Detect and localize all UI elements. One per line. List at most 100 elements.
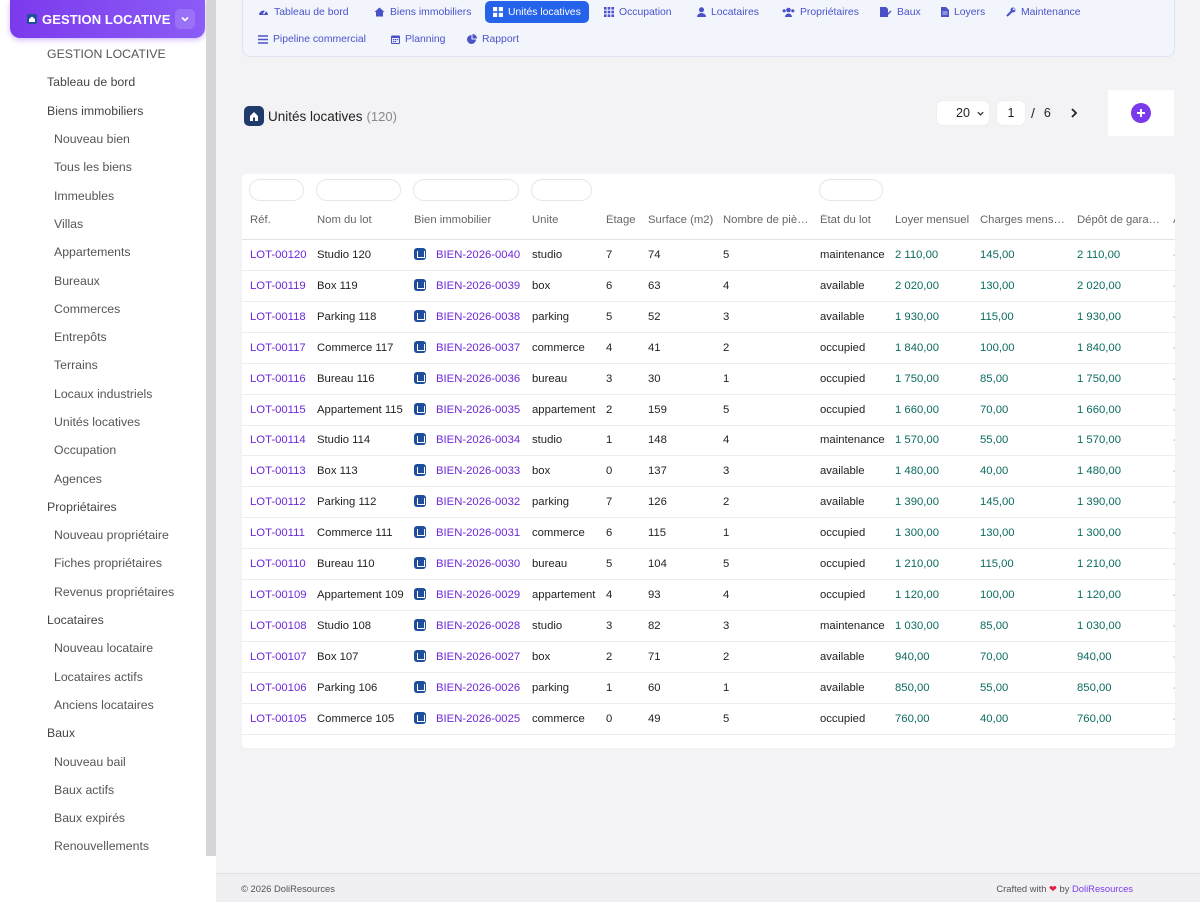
ref-link[interactable]: LOT-00119 <box>250 271 306 302</box>
sidebar-item-anciens-locataires[interactable]: Anciens locataires <box>0 691 206 719</box>
sidebar-item-occupation[interactable]: Occupation <box>0 436 206 464</box>
column-header[interactable]: Charges mensuelles <box>980 214 1066 226</box>
property-link[interactable]: BIEN-2026-0033 <box>414 456 520 487</box>
property-link[interactable]: BIEN-2026-0035 <box>414 395 520 426</box>
tab-tableau-de-bord[interactable]: Tableau de bord <box>258 1 349 23</box>
property-link[interactable]: BIEN-2026-0027 <box>414 642 520 673</box>
row-actions[interactable]: - <box>1173 580 1175 611</box>
sidebar-item-entrepots[interactable]: Entrepôts <box>0 323 206 351</box>
row-actions[interactable]: - <box>1173 364 1175 395</box>
sidebar-item-terrains[interactable]: Terrains <box>0 351 206 379</box>
row-actions[interactable]: - <box>1173 611 1175 642</box>
ref-link[interactable]: LOT-00115 <box>250 395 306 426</box>
sidebar-item-nouveau-bien[interactable]: Nouveau bien <box>0 125 206 153</box>
table-row[interactable]: LOT-00119 Box 119 BIEN-2026-0039 box 6 63 4 ava… <box>242 271 1175 302</box>
column-header[interactable]: Actions <box>1173 214 1175 226</box>
sidebar-item-tous-les-biens[interactable]: Tous les biens <box>0 153 206 181</box>
chevron-down-icon[interactable] <box>175 9 195 29</box>
table-row[interactable]: LOT-00113 Box 113 BIEN-2026-0033 box 0 137 3 av… <box>242 456 1175 488</box>
sidebar-item-villas[interactable]: Villas <box>0 210 206 238</box>
per-page-select[interactable]: 20 <box>937 101 989 125</box>
column-header[interactable]: Nom du lot <box>317 214 372 226</box>
ref-link[interactable]: LOT-00118 <box>250 302 306 333</box>
tab-locataires[interactable]: Locataires <box>697 1 759 23</box>
tab-pipeline-commercial[interactable]: Pipeline commercial <box>258 28 366 50</box>
ref-link[interactable]: LOT-00109 <box>250 580 307 611</box>
table-row[interactable]: LOT-00111 Commerce 111 BIEN-2026-0031 comme… <box>242 518 1175 550</box>
sidebar-item-locaux-industriels[interactable]: Locaux industriels <box>0 380 206 408</box>
property-link[interactable]: BIEN-2026-0030 <box>414 549 520 580</box>
table-row[interactable]: LOT-00118 Parking 118 BIEN-2026-0038 parkin… <box>242 302 1175 333</box>
row-actions[interactable]: - <box>1173 549 1175 580</box>
row-actions[interactable]: - <box>1173 271 1175 302</box>
column-header[interactable]: Surface (m2) <box>648 214 714 226</box>
chevron-right-icon[interactable] <box>1069 107 1079 119</box>
table-row[interactable]: LOT-00105 Commerce 105 BIEN-2026-0025 comme… <box>242 704 1175 735</box>
row-actions[interactable]: - <box>1173 240 1175 271</box>
table-row[interactable]: LOT-00115 Appartement 115 BIEN-2026-0035 ap… <box>242 395 1175 426</box>
tab-baux[interactable]: Baux <box>880 1 921 23</box>
property-link[interactable]: BIEN-2026-0039 <box>414 271 520 302</box>
sidebar-item-nouveau-bail[interactable]: Nouveau bail <box>0 747 206 775</box>
add-unit-button[interactable] <box>1108 90 1174 136</box>
tab-loyers[interactable]: Loyers <box>941 1 985 23</box>
property-link[interactable]: BIEN-2026-0032 <box>414 487 520 518</box>
property-link[interactable]: BIEN-2026-0025 <box>414 704 520 735</box>
sidebar-item-baux-actifs[interactable]: Baux actifs <box>0 776 206 804</box>
table-row[interactable]: LOT-00108 Studio 108 BIEN-2026-0028 studio 3… <box>242 611 1175 642</box>
sidebar-item-renouvellements[interactable]: Renouvellements <box>0 832 206 856</box>
row-actions[interactable]: - <box>1173 425 1175 456</box>
property-link[interactable]: BIEN-2026-0026 <box>414 673 520 704</box>
tab-occupation[interactable]: Occupation <box>604 1 672 23</box>
sidebar-item-biens-immobiliers[interactable]: Biens immobiliers <box>0 97 206 125</box>
table-row[interactable]: LOT-00117 Commerce 117 BIEN-2026-0037 comme… <box>242 333 1175 364</box>
sidebar-item-appartements[interactable]: Appartements <box>0 238 206 266</box>
column-header[interactable]: Réf. <box>250 214 271 226</box>
table-row[interactable]: LOT-00106 Parking 106 BIEN-2026-0026 parkin… <box>242 673 1175 704</box>
table-row[interactable]: LOT-00110 Bureau 110 BIEN-2026-0030 bureau 5… <box>242 549 1175 580</box>
property-link[interactable]: BIEN-2026-0029 <box>414 580 520 611</box>
table-row[interactable]: LOT-00120 Studio 120 BIEN-2026-0040 studio 7… <box>242 240 1175 271</box>
filter-nom-input[interactable] <box>317 180 400 200</box>
ref-link[interactable]: LOT-00120 <box>250 240 307 271</box>
property-link[interactable]: BIEN-2026-0034 <box>414 425 520 456</box>
sidebar-item-immeubles[interactable]: Immeubles <box>0 181 206 209</box>
sidebar-item-proprietaires[interactable]: Propriétaires <box>0 493 206 521</box>
column-header[interactable]: Étage <box>606 214 636 226</box>
row-actions[interactable]: - <box>1173 642 1175 673</box>
sidebar-header[interactable]: GESTION LOCATIVE <box>10 0 205 38</box>
row-actions[interactable]: - <box>1173 673 1175 704</box>
tab-unites-locatives[interactable]: Unités locatives <box>485 1 589 23</box>
ref-link[interactable]: LOT-00114 <box>250 425 306 456</box>
sidebar-item-locataires[interactable]: Locataires <box>0 606 206 634</box>
sidebar-item-agences[interactable]: Agences <box>0 464 206 492</box>
table-row[interactable]: LOT-00107 Box 107 BIEN-2026-0027 box 2 71 2 ava… <box>242 642 1175 673</box>
ref-link[interactable]: LOT-00108 <box>250 611 307 642</box>
filter-unite-input[interactable] <box>532 180 591 200</box>
current-page-input[interactable]: 1 <box>997 101 1025 125</box>
ref-link[interactable]: LOT-00111 <box>250 518 305 549</box>
filter-ref-input[interactable] <box>250 180 303 200</box>
tab-rapport[interactable]: Rapport <box>467 28 519 50</box>
column-header[interactable]: Loyer mensuel <box>895 214 970 226</box>
ref-link[interactable]: LOT-00112 <box>250 487 306 518</box>
sidebar-item-nouveau-locataire[interactable]: Nouveau locataire <box>0 634 206 662</box>
ref-link[interactable]: LOT-00110 <box>250 549 306 580</box>
ref-link[interactable]: LOT-00117 <box>250 333 306 364</box>
property-link[interactable]: BIEN-2026-0038 <box>414 302 520 333</box>
sidebar-item-revenus-proprietaires[interactable]: Revenus propriétaires <box>0 578 206 606</box>
table-row[interactable]: LOT-00109 Appartement 109 BIEN-2026-0029 ap… <box>242 580 1175 611</box>
row-actions[interactable]: - <box>1173 487 1175 518</box>
sidebar-item-baux[interactable]: Baux <box>0 719 206 747</box>
brand-link[interactable]: DoliResources <box>1072 883 1133 894</box>
sidebar-item-commerces[interactable]: Commerces <box>0 295 206 323</box>
property-link[interactable]: BIEN-2026-0037 <box>414 333 520 364</box>
property-link[interactable]: BIEN-2026-0040 <box>414 240 520 271</box>
row-actions[interactable]: - <box>1173 518 1175 549</box>
ref-link[interactable]: LOT-00106 <box>250 673 307 704</box>
column-header[interactable]: Bien immobilier <box>414 214 492 226</box>
tab-biens-immobiliers[interactable]: Biens immobiliers <box>374 1 471 23</box>
sidebar-item-bureaux[interactable]: Bureaux <box>0 266 206 294</box>
tab-planning[interactable]: Planning <box>391 28 445 50</box>
property-link[interactable]: BIEN-2026-0036 <box>414 364 520 395</box>
